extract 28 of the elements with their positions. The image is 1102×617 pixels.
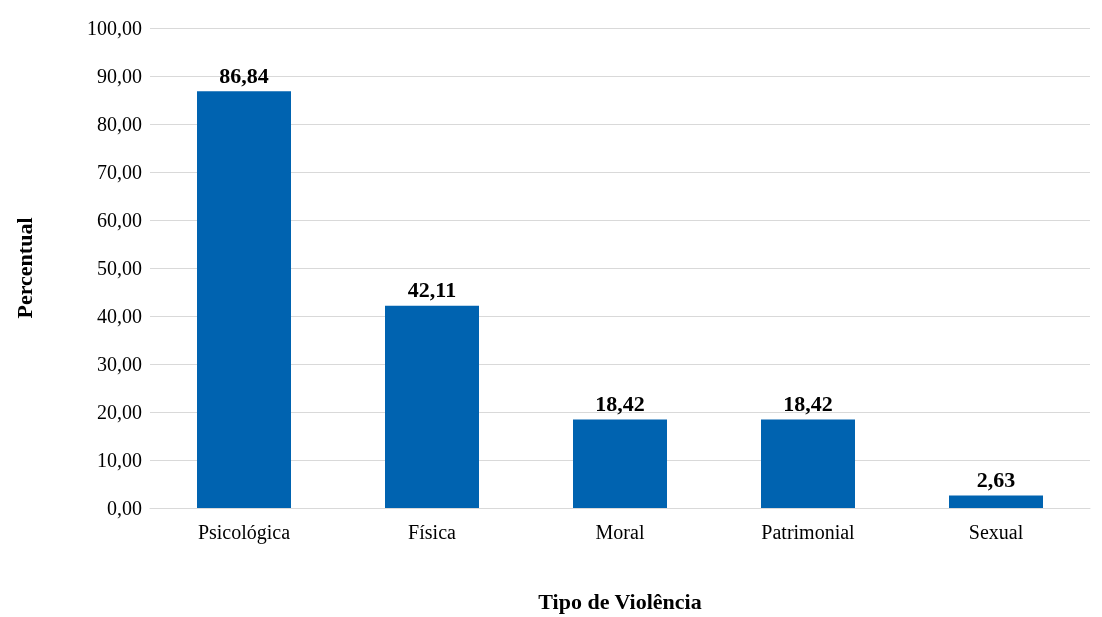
- y-tick-label: 70,00: [97, 161, 142, 183]
- y-tick-label: 40,00: [97, 305, 142, 327]
- x-axis-title: Tipo de Violência: [538, 588, 702, 614]
- x-tick-label: Psicológica: [197, 521, 291, 544]
- y-tick-label: 60,00: [97, 209, 142, 231]
- x-tick-label: Física: [408, 521, 457, 543]
- y-tick-label: 80,00: [97, 113, 142, 135]
- y-axis-title: Percentual: [11, 217, 37, 319]
- bar: [197, 91, 291, 508]
- y-tick-label: 90,00: [97, 65, 142, 87]
- y-tick-label: 50,00: [97, 257, 142, 279]
- bar: [761, 419, 855, 508]
- x-tick-label: Moral: [595, 521, 645, 543]
- data-label: 42,11: [407, 277, 457, 303]
- x-tick-label: Sexual: [968, 521, 1024, 543]
- y-tick-label: 30,00: [97, 353, 142, 375]
- y-tick-label: 10,00: [97, 449, 142, 471]
- data-label: 18,42: [783, 391, 833, 417]
- y-tick-label: 20,00: [97, 401, 142, 423]
- y-tick-label: 100,00: [87, 17, 142, 39]
- bar: [949, 495, 1043, 508]
- data-label: 86,84: [219, 62, 269, 88]
- bar: [385, 305, 479, 508]
- bar: [573, 419, 667, 508]
- data-label: 2,63: [976, 466, 1016, 492]
- x-tick-label: Patrimonial: [761, 521, 856, 543]
- data-label: 18,42: [595, 391, 645, 417]
- y-tick-label: 0,00: [107, 497, 142, 519]
